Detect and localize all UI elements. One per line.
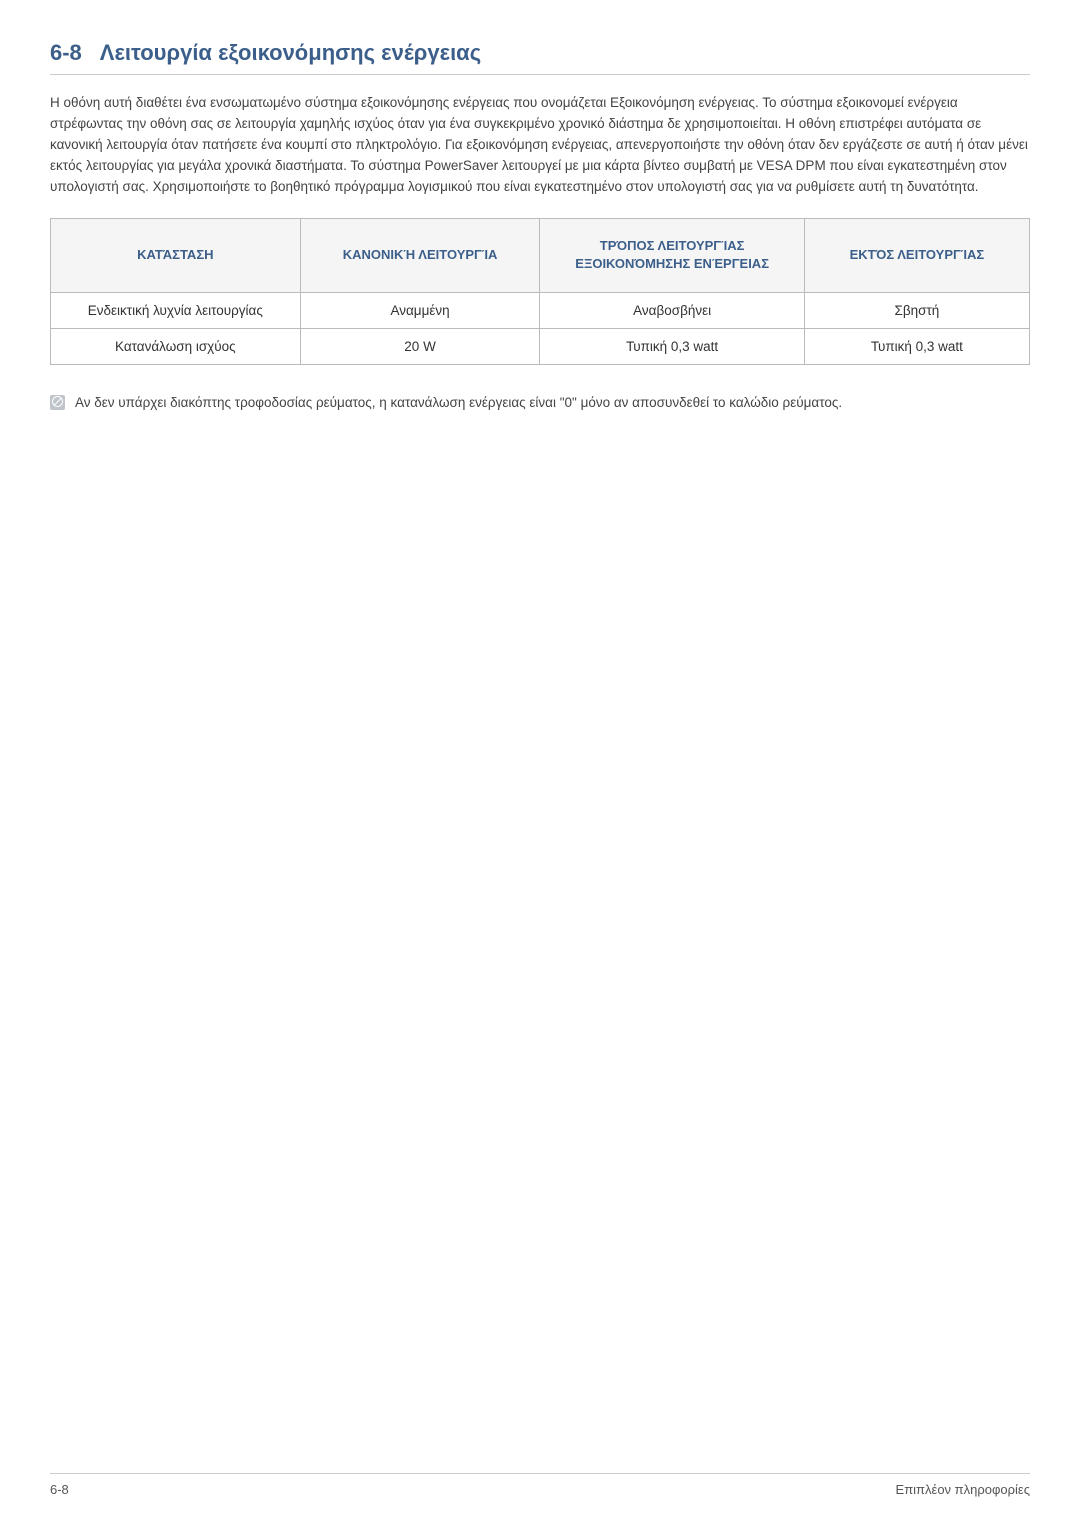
table-header-row: ΚΑΤΆΣΤΑΣΗ ΚΑΝΟΝΙΚΉ ΛΕΙΤΟΥΡΓΊΑ ΤΡΌΠΟΣ ΛΕΙ… bbox=[51, 218, 1030, 292]
th-state: ΚΑΤΆΣΤΑΣΗ bbox=[51, 218, 301, 292]
info-icon bbox=[50, 395, 65, 410]
cell: Σβηστή bbox=[804, 292, 1029, 328]
cell: Ενδεικτική λυχνία λειτουργίας bbox=[51, 292, 301, 328]
page-footer: 6-8 Επιπλέον πληροφορίες bbox=[50, 1473, 1030, 1497]
section-heading: 6-8 Λειτουργία εξοικονόμησης ενέργειας bbox=[50, 40, 1030, 75]
section-number: 6-8 bbox=[50, 40, 82, 65]
cell: Αναβοσβήνει bbox=[540, 292, 804, 328]
cell: Κατανάλωση ισχύος bbox=[51, 328, 301, 364]
body-paragraph: Η οθόνη αυτή διαθέτει ένα ενσωματωμένο σ… bbox=[50, 93, 1030, 198]
cell: Τυπική 0,3 watt bbox=[804, 328, 1029, 364]
footer-right: Επιπλέον πληροφορίες bbox=[896, 1482, 1030, 1497]
cell: Αναμμένη bbox=[300, 292, 540, 328]
cell: 20 W bbox=[300, 328, 540, 364]
table-row: Κατανάλωση ισχύος 20 W Τυπική 0,3 watt Τ… bbox=[51, 328, 1030, 364]
power-spec-table: ΚΑΤΆΣΤΑΣΗ ΚΑΝΟΝΙΚΉ ΛΕΙΤΟΥΡΓΊΑ ΤΡΌΠΟΣ ΛΕΙ… bbox=[50, 218, 1030, 365]
footer-left: 6-8 bbox=[50, 1482, 69, 1497]
th-powersave: ΤΡΌΠΟΣ ΛΕΙΤΟΥΡΓΊΑΣ ΕΞΟΙΚΟΝΌΜΗΣΗΣ ΕΝΈΡΓΕΙ… bbox=[540, 218, 804, 292]
th-off: ΕΚΤΌΣ ΛΕΙΤΟΥΡΓΊΑΣ bbox=[804, 218, 1029, 292]
section-title: Λειτουργία εξοικονόμησης ενέργειας bbox=[100, 40, 481, 65]
note-text: Αν δεν υπάρχει διακόπτης τροφοδοσίας ρεύ… bbox=[75, 393, 842, 414]
note-block: Αν δεν υπάρχει διακόπτης τροφοδοσίας ρεύ… bbox=[50, 393, 1030, 414]
cell: Τυπική 0,3 watt bbox=[540, 328, 804, 364]
table-row: Ενδεικτική λυχνία λειτουργίας Αναμμένη Α… bbox=[51, 292, 1030, 328]
th-normal: ΚΑΝΟΝΙΚΉ ΛΕΙΤΟΥΡΓΊΑ bbox=[300, 218, 540, 292]
